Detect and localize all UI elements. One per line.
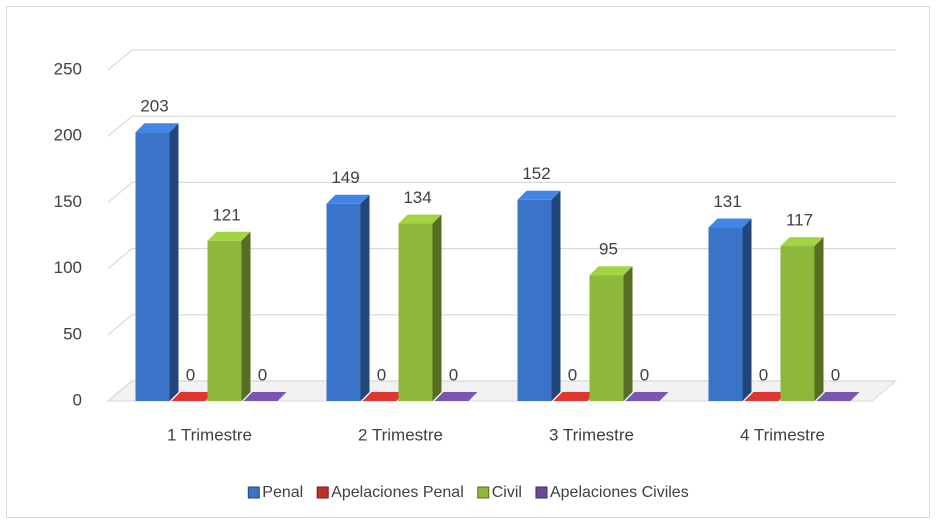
y-tick-label: 100 bbox=[54, 258, 82, 277]
bar-top bbox=[744, 392, 788, 401]
bar bbox=[362, 392, 406, 402]
bar bbox=[744, 392, 788, 402]
legend-label: Apelaciones Civiles bbox=[550, 484, 689, 501]
bar-top bbox=[207, 231, 251, 241]
bar-side bbox=[623, 266, 633, 401]
bar-top bbox=[171, 392, 215, 401]
grid-line bbox=[107, 248, 896, 270]
data-label: 0 bbox=[377, 365, 386, 384]
bar-front bbox=[398, 223, 433, 401]
bar bbox=[398, 214, 442, 401]
legend-swatch bbox=[247, 486, 260, 499]
bar-side bbox=[169, 123, 179, 401]
bar-top bbox=[434, 392, 478, 401]
bar-front bbox=[708, 227, 743, 401]
bar-top bbox=[398, 214, 442, 224]
y-tick-label: 250 bbox=[54, 59, 82, 78]
bar-side bbox=[360, 194, 370, 401]
bar-top bbox=[708, 218, 752, 228]
bar-front bbox=[207, 240, 242, 401]
x-tick-label: 1 Trimestre bbox=[167, 425, 252, 444]
grid-line bbox=[107, 314, 896, 336]
bar bbox=[589, 266, 633, 401]
grid-line bbox=[107, 115, 896, 137]
grid-line bbox=[107, 380, 896, 402]
data-label: 131 bbox=[713, 192, 741, 211]
data-label: 0 bbox=[449, 365, 458, 384]
grid-line bbox=[107, 49, 896, 71]
bar-top bbox=[625, 392, 669, 401]
bar bbox=[135, 123, 179, 401]
bar-top bbox=[362, 392, 406, 401]
bar-front bbox=[780, 246, 815, 401]
bar bbox=[207, 231, 251, 401]
bar bbox=[243, 392, 287, 402]
bar-side bbox=[742, 218, 752, 401]
bar bbox=[171, 392, 215, 402]
bar-top bbox=[780, 237, 824, 247]
bar-top bbox=[243, 392, 287, 401]
legend-label: Penal bbox=[262, 484, 303, 501]
bar-front bbox=[135, 132, 170, 401]
bar bbox=[780, 237, 824, 401]
data-label: 0 bbox=[831, 365, 840, 384]
legend-swatch bbox=[477, 486, 490, 499]
bar-side bbox=[432, 214, 442, 401]
legend: Penal Apelaciones Penal Civil Apelaciones C… bbox=[247, 484, 689, 501]
bar bbox=[517, 190, 561, 401]
bar-side bbox=[241, 231, 251, 401]
bar-top bbox=[326, 194, 370, 204]
legend-swatch bbox=[535, 486, 548, 499]
data-label: 0 bbox=[759, 365, 768, 384]
bar-top bbox=[816, 392, 860, 401]
bar-top bbox=[135, 123, 179, 133]
data-label: 0 bbox=[258, 365, 267, 384]
bar-side bbox=[551, 190, 561, 401]
bar-side bbox=[814, 237, 824, 401]
data-label: 117 bbox=[786, 211, 813, 230]
y-tick-label: 50 bbox=[63, 324, 82, 343]
legend-label: Civil bbox=[492, 484, 522, 501]
bar bbox=[816, 392, 860, 402]
bar bbox=[625, 392, 669, 402]
plot: 1 Trimestre 203 0 121 0 2 Trimestre 149 0 134 0 3 … bbox=[135, 97, 860, 444]
bar-front bbox=[326, 203, 361, 401]
x-tick-label: 4 Trimestre bbox=[740, 425, 825, 444]
bar-front bbox=[517, 199, 552, 401]
bar-top bbox=[553, 392, 597, 401]
data-label: 0 bbox=[640, 365, 649, 384]
y-tick-label: 0 bbox=[73, 390, 82, 409]
bar bbox=[708, 218, 752, 401]
grid-line bbox=[107, 181, 896, 203]
bar bbox=[326, 194, 370, 401]
bar-top bbox=[517, 190, 561, 200]
legend-label: Apelaciones Penal bbox=[331, 484, 464, 501]
grid: 0 50 100 150 200 250 bbox=[54, 49, 898, 409]
x-tick-label: 2 Trimestre bbox=[358, 425, 443, 444]
data-label: 0 bbox=[186, 365, 195, 384]
data-label: 134 bbox=[403, 188, 431, 207]
y-tick-label: 200 bbox=[54, 126, 82, 145]
data-label: 203 bbox=[140, 97, 168, 116]
bar-top bbox=[589, 266, 633, 276]
data-label: 152 bbox=[522, 164, 550, 183]
bar-front bbox=[589, 275, 624, 401]
data-label: 95 bbox=[599, 240, 618, 259]
bar bbox=[553, 392, 597, 402]
x-tick-label: 3 Trimestre bbox=[549, 425, 634, 444]
data-label: 149 bbox=[331, 168, 359, 187]
data-label: 121 bbox=[212, 205, 240, 224]
bar bbox=[434, 392, 478, 402]
legend-swatch bbox=[316, 486, 329, 499]
y-tick-label: 150 bbox=[54, 192, 82, 211]
data-label: 0 bbox=[568, 365, 577, 384]
